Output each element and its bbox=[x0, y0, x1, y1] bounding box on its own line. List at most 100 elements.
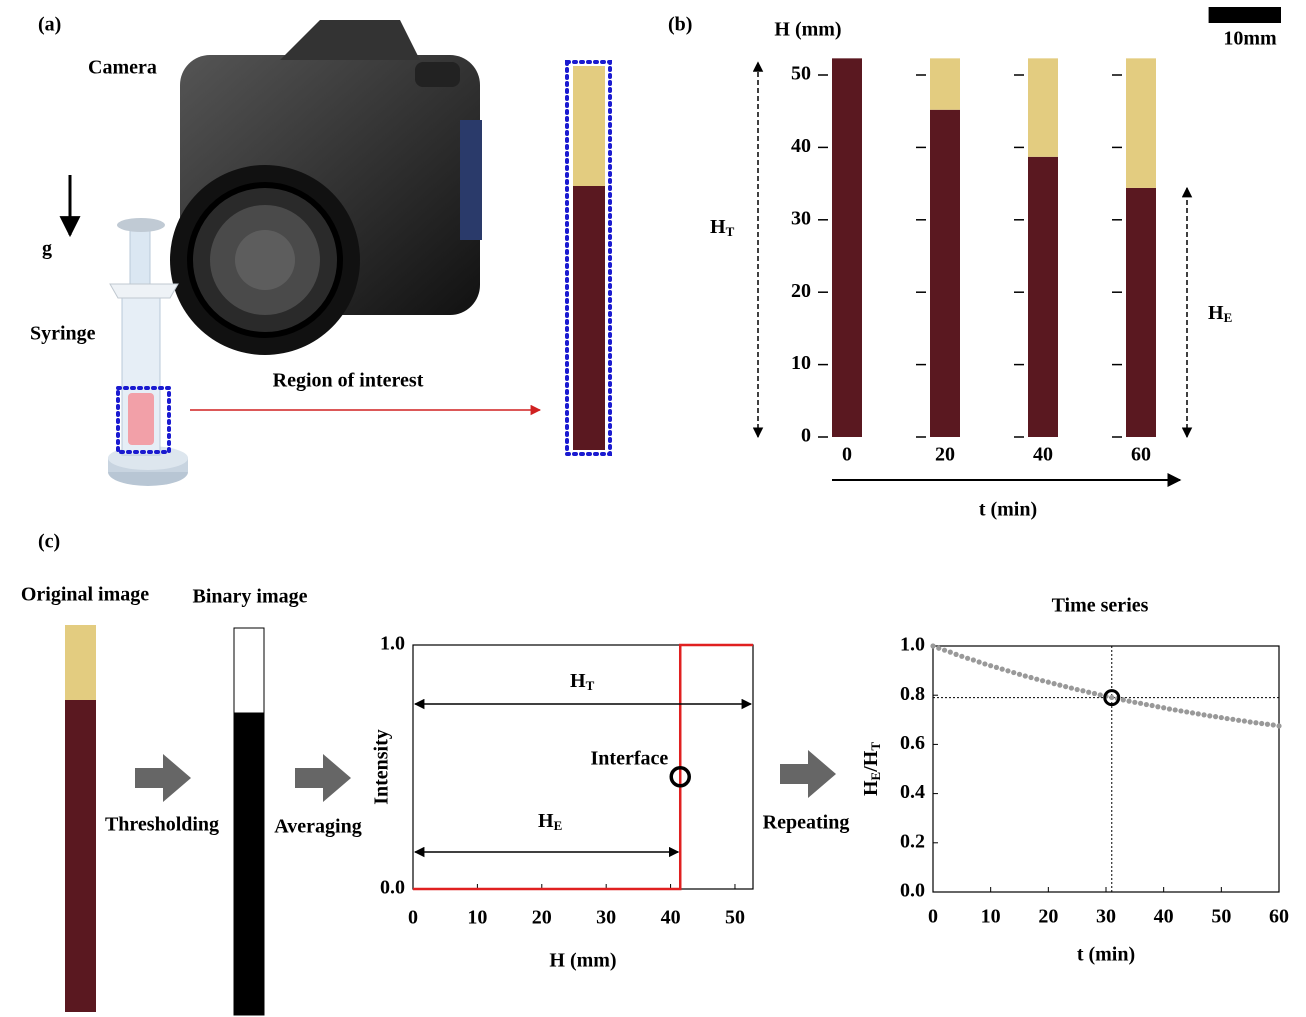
data-point bbox=[1069, 685, 1074, 690]
y-tick-label: 20 bbox=[791, 280, 811, 302]
y-tick-label: 50 bbox=[791, 63, 811, 85]
x-tick-label: 20 bbox=[532, 907, 552, 929]
data-point bbox=[1271, 722, 1276, 727]
data-point bbox=[1144, 702, 1149, 707]
interface-label: Interface bbox=[591, 747, 669, 769]
data-point bbox=[1109, 695, 1114, 700]
data-point bbox=[1000, 667, 1005, 672]
camera bbox=[170, 20, 482, 355]
y-axis-label: Intensity bbox=[371, 729, 393, 805]
data-point bbox=[1230, 717, 1235, 722]
data-point bbox=[1057, 683, 1062, 688]
data-point bbox=[1178, 708, 1183, 713]
roi-tube bbox=[567, 62, 610, 454]
data-point bbox=[1046, 680, 1051, 685]
data-point bbox=[1034, 677, 1039, 682]
data-point bbox=[1167, 706, 1172, 711]
data-point bbox=[1121, 697, 1126, 702]
text-part: /H bbox=[860, 750, 882, 773]
binary-label: Binary image bbox=[193, 586, 308, 608]
text-part: H bbox=[538, 810, 554, 832]
data-point bbox=[930, 643, 935, 648]
total-height-label: HT bbox=[710, 216, 735, 239]
data-point bbox=[1253, 720, 1258, 725]
data-point bbox=[1265, 722, 1270, 727]
data-point bbox=[1126, 699, 1131, 704]
subscript: T bbox=[868, 742, 883, 751]
data-point bbox=[1028, 675, 1033, 680]
data-point bbox=[1207, 713, 1212, 718]
y-axis-label: H (mm) bbox=[774, 19, 841, 41]
data-point bbox=[1236, 718, 1241, 723]
text-part: H bbox=[860, 780, 882, 796]
data-point bbox=[1092, 691, 1097, 696]
camera-label: Camera bbox=[88, 57, 157, 79]
subscript: T bbox=[586, 678, 595, 693]
data-point bbox=[1155, 704, 1160, 709]
y-tick-label: 0.8 bbox=[900, 683, 925, 705]
x-axis-label: t (min) bbox=[1077, 944, 1135, 966]
data-point bbox=[971, 657, 976, 662]
data-point bbox=[982, 661, 987, 666]
x-tick-label: 20 bbox=[1038, 906, 1058, 928]
text-part: H bbox=[570, 670, 586, 692]
interface-height-label: HE bbox=[1208, 302, 1232, 325]
data-point bbox=[948, 650, 953, 655]
data-point bbox=[1225, 716, 1230, 721]
y-tick-label: 1.0 bbox=[900, 634, 925, 656]
step-label: Thresholding bbox=[105, 814, 219, 836]
panel-label: (b) bbox=[668, 14, 692, 36]
data-point bbox=[1219, 715, 1224, 720]
data-point bbox=[988, 663, 993, 668]
y-tick-label: 10 bbox=[791, 352, 811, 374]
data-point bbox=[1276, 723, 1281, 728]
data-point bbox=[1052, 681, 1057, 686]
text-part: H bbox=[710, 216, 726, 238]
y-tick-label: 40 bbox=[791, 135, 811, 157]
data-point bbox=[1161, 705, 1166, 710]
data-point bbox=[1017, 672, 1022, 677]
data-point bbox=[1190, 710, 1195, 715]
x-tick-label: 40 bbox=[1154, 906, 1174, 928]
data-point bbox=[936, 646, 941, 651]
total-height-label: HT bbox=[570, 670, 595, 693]
step-label: Averaging bbox=[274, 816, 361, 838]
plot-frame bbox=[933, 646, 1279, 892]
data-point bbox=[1080, 688, 1085, 693]
y-tick-label: 0.0 bbox=[380, 877, 405, 899]
scale-bar bbox=[1209, 7, 1281, 23]
data-point bbox=[1150, 703, 1155, 708]
y-tick-label: 1.0 bbox=[380, 633, 405, 655]
x-tick-label: 50 bbox=[725, 907, 745, 929]
x-tick-label: 0 bbox=[842, 444, 852, 466]
panel-label: (c) bbox=[38, 531, 60, 553]
data-point bbox=[977, 659, 982, 664]
plasma-column bbox=[1028, 58, 1058, 156]
subscript: E bbox=[868, 772, 883, 781]
y-tick-label: 0.6 bbox=[900, 732, 925, 754]
data-point bbox=[994, 665, 999, 670]
x-tick-label: 0 bbox=[928, 906, 938, 928]
data-point bbox=[953, 652, 958, 657]
data-point bbox=[1040, 678, 1045, 683]
plasma-column bbox=[1126, 58, 1156, 188]
y-tick-label: 30 bbox=[791, 207, 811, 229]
syringe-label: Syringe bbox=[30, 323, 96, 345]
data-point bbox=[1005, 668, 1010, 673]
x-tick-label: 50 bbox=[1211, 906, 1231, 928]
data-point bbox=[1132, 700, 1137, 705]
x-tick-label: 10 bbox=[981, 906, 1001, 928]
data-point bbox=[1196, 711, 1201, 716]
x-tick-label: 30 bbox=[1096, 906, 1116, 928]
data-point bbox=[1075, 687, 1080, 692]
data-point bbox=[1201, 712, 1206, 717]
data-point bbox=[1259, 721, 1264, 726]
gravity-label: g bbox=[42, 238, 52, 260]
roi-label: Region of interest bbox=[273, 370, 424, 392]
data-point bbox=[1063, 684, 1068, 689]
y-tick-label: 0.2 bbox=[900, 830, 925, 852]
blood-column bbox=[1028, 157, 1058, 437]
data-point bbox=[1098, 692, 1103, 697]
blood-column bbox=[930, 110, 960, 437]
data-point bbox=[1138, 701, 1143, 706]
